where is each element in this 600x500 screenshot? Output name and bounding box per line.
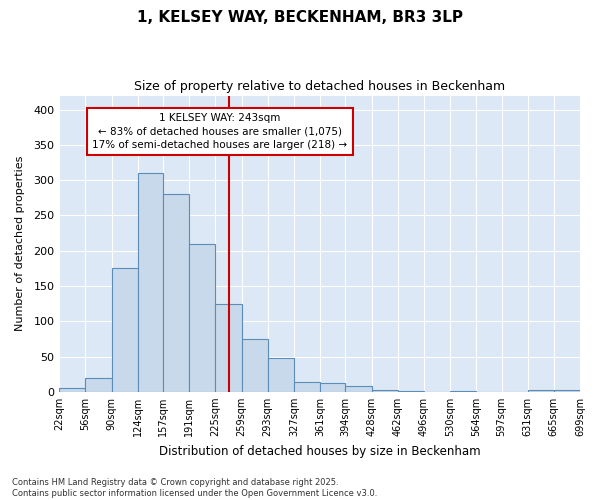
Title: Size of property relative to detached houses in Beckenham: Size of property relative to detached ho… bbox=[134, 80, 505, 93]
Bar bbox=[294, 382, 320, 392]
Bar bbox=[320, 382, 346, 392]
Bar bbox=[85, 378, 112, 392]
X-axis label: Distribution of detached houses by size in Beckenham: Distribution of detached houses by size … bbox=[159, 444, 481, 458]
Bar bbox=[398, 391, 424, 392]
Bar bbox=[112, 268, 138, 392]
Bar bbox=[371, 390, 398, 392]
Text: 1, KELSEY WAY, BECKENHAM, BR3 3LP: 1, KELSEY WAY, BECKENHAM, BR3 3LP bbox=[137, 10, 463, 25]
Bar bbox=[242, 339, 268, 392]
Bar bbox=[528, 390, 554, 392]
Bar bbox=[450, 391, 476, 392]
Bar bbox=[189, 244, 215, 392]
Bar bbox=[268, 358, 294, 392]
Bar bbox=[215, 304, 242, 392]
Text: Contains HM Land Registry data © Crown copyright and database right 2025.
Contai: Contains HM Land Registry data © Crown c… bbox=[12, 478, 377, 498]
Text: 1 KELSEY WAY: 243sqm
← 83% of detached houses are smaller (1,075)
17% of semi-de: 1 KELSEY WAY: 243sqm ← 83% of detached h… bbox=[92, 113, 347, 150]
Bar bbox=[59, 388, 85, 392]
Bar bbox=[554, 390, 580, 392]
Bar bbox=[163, 194, 189, 392]
Y-axis label: Number of detached properties: Number of detached properties bbox=[15, 156, 25, 332]
Bar bbox=[138, 173, 163, 392]
Bar bbox=[346, 386, 371, 392]
